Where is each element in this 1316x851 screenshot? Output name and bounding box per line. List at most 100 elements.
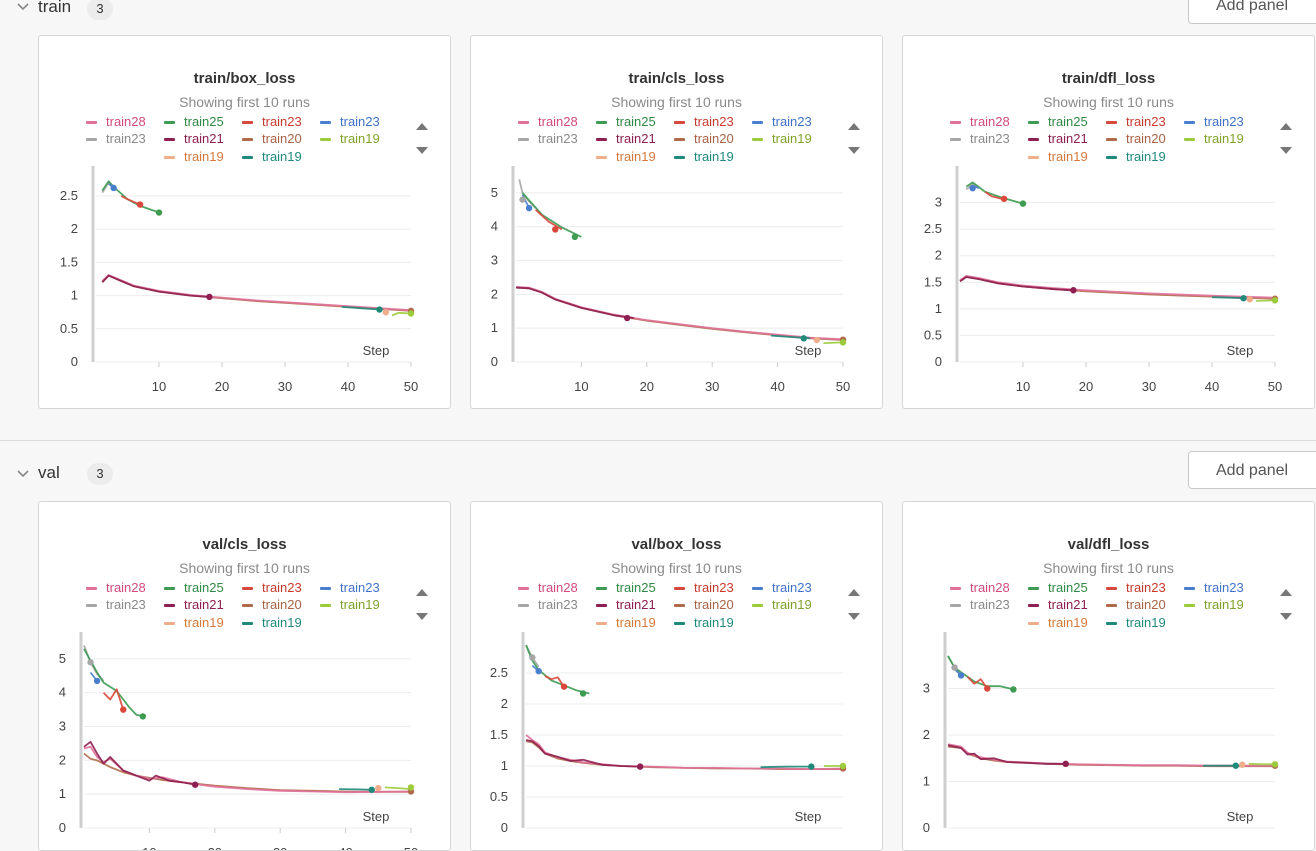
legend-entry[interactable]: train23 [674, 114, 734, 129]
legend-entry[interactable]: train25 [164, 580, 224, 595]
legend-entry[interactable]: train19 [1028, 149, 1088, 164]
legend-entry[interactable]: train25 [596, 114, 656, 129]
legend-entry[interactable]: train23 [86, 597, 146, 612]
series-line-train28 [525, 734, 844, 771]
legend-label: train23 [970, 131, 1010, 146]
section-header-val[interactable]: val 3 [0, 452, 1316, 492]
legend-scroll-down-icon[interactable] [416, 147, 428, 154]
legend-entry[interactable]: train19 [164, 615, 224, 630]
legend-entry[interactable]: train23 [86, 131, 146, 146]
legend-entry[interactable]: train23 [950, 597, 1010, 612]
legend-entry[interactable]: train20 [242, 597, 302, 612]
legend-entry[interactable]: train23 [320, 580, 380, 595]
legend-entry[interactable]: train28 [950, 580, 1010, 595]
legend-entry[interactable]: train19 [674, 615, 734, 630]
legend-entry[interactable]: train23 [752, 580, 812, 595]
legend-entry[interactable]: train19 [320, 131, 380, 146]
legend-entry[interactable]: train21 [596, 597, 656, 612]
chart-panel-val-cls-loss[interactable]: val/cls_loss Showing first 10 runs train… [38, 501, 451, 851]
legend-entry[interactable]: train23 [950, 131, 1010, 146]
legend-swatch [518, 121, 529, 125]
legend-entry[interactable]: train28 [518, 580, 578, 595]
legend-entry[interactable]: train21 [596, 131, 656, 146]
legend-entry[interactable]: train19 [1106, 149, 1166, 164]
legend-entry[interactable]: train23 [674, 580, 734, 595]
legend-entry[interactable]: train23 [320, 114, 380, 129]
series-end-point [984, 685, 991, 692]
legend-scroll-up-icon[interactable] [848, 123, 860, 130]
y-tick-label: 2 [59, 752, 66, 767]
chevron-down-icon[interactable] [16, 467, 30, 481]
add-panel-button[interactable]: Add panel [1188, 0, 1316, 24]
series-line-train20 [83, 752, 411, 793]
legend-scroll-down-icon[interactable] [848, 613, 860, 620]
add-panel-button[interactable]: Add panel [1188, 451, 1316, 489]
legend-scroll-down-icon[interactable] [848, 147, 860, 154]
legend-entry[interactable]: train19 [1106, 615, 1166, 630]
chevron-down-icon[interactable] [16, 0, 30, 14]
legend-entry[interactable]: train25 [164, 114, 224, 129]
legend-entry[interactable]: train21 [1028, 597, 1088, 612]
legend-entry[interactable]: train23 [1106, 580, 1166, 595]
legend-entry[interactable]: train28 [950, 114, 1010, 129]
legend-entry[interactable]: train19 [674, 149, 734, 164]
legend-entry[interactable]: train28 [86, 114, 146, 129]
legend-entry[interactable]: train28 [86, 580, 146, 595]
legend-entry[interactable]: train20 [242, 131, 302, 146]
legend-entry[interactable]: train23 [518, 131, 578, 146]
legend-entry[interactable]: train23 [1106, 114, 1166, 129]
legend-entry[interactable]: train19 [1184, 597, 1244, 612]
legend-entry[interactable]: train19 [596, 149, 656, 164]
legend-swatch [164, 604, 175, 608]
series-end-point [800, 335, 807, 342]
legend-entry[interactable]: train23 [242, 580, 302, 595]
legend-entry[interactable]: train19 [1028, 615, 1088, 630]
chart-panel-train-dfl-loss[interactable]: train/dfl_loss Showing first 10 runs tra… [902, 35, 1315, 409]
legend-entry[interactable]: train28 [518, 114, 578, 129]
legend-entry[interactable]: train23 [242, 114, 302, 129]
legend-entry[interactable]: train20 [1106, 131, 1166, 146]
legend-entry[interactable]: train20 [674, 597, 734, 612]
legend-entry[interactable]: train19 [596, 615, 656, 630]
legend-entry[interactable]: train19 [242, 149, 302, 164]
chart-panel-train-cls-loss[interactable]: train/cls_loss Showing first 10 runs tra… [470, 35, 883, 409]
legend-scroll-up-icon[interactable] [848, 589, 860, 596]
legend-label: train28 [538, 114, 578, 129]
legend-entry[interactable]: train19 [320, 597, 380, 612]
chart-panel-val-dfl-loss[interactable]: val/dfl_loss Showing first 10 runs train… [902, 501, 1315, 851]
legend-swatch [320, 604, 331, 608]
panel-title: train/dfl_loss [1061, 70, 1156, 87]
legend-entry[interactable]: train25 [596, 580, 656, 595]
legend-entry[interactable]: train21 [164, 597, 224, 612]
legend-entry[interactable]: train23 [752, 114, 812, 129]
legend-scroll-up-icon[interactable] [1280, 123, 1292, 130]
legend-scroll-up-icon[interactable] [416, 589, 428, 596]
legend-entry[interactable]: train20 [674, 131, 734, 146]
legend-swatch [1028, 604, 1039, 608]
legend-entry[interactable]: train23 [1184, 114, 1244, 129]
legend-entry[interactable]: train23 [518, 597, 578, 612]
legend-entry[interactable]: train21 [1028, 131, 1088, 146]
legend-scroll-down-icon[interactable] [1280, 613, 1292, 620]
legend-entry[interactable]: train19 [1184, 131, 1244, 146]
legend-scroll-down-icon[interactable] [416, 613, 428, 620]
legend-swatch [596, 138, 607, 142]
legend-entry[interactable]: train23 [1184, 580, 1244, 595]
legend-entry[interactable]: train21 [164, 131, 224, 146]
legend-scroll-up-icon[interactable] [416, 123, 428, 130]
chart-panel-train-box-loss[interactable]: train/box_loss Showing first 10 runs tra… [38, 35, 451, 409]
legend-entry[interactable]: train25 [1028, 114, 1088, 129]
legend-entry[interactable]: train20 [1106, 597, 1166, 612]
legend-entry[interactable]: train19 [242, 615, 302, 630]
legend-label: train19 [340, 597, 380, 612]
legend-scroll-up-icon[interactable] [1280, 589, 1292, 596]
legend-label: train19 [262, 615, 302, 630]
legend-swatch [1028, 121, 1039, 125]
legend-entry[interactable]: train19 [752, 597, 812, 612]
chart-panel-val-box-loss[interactable]: val/box_loss Showing first 10 runs train… [470, 501, 883, 851]
legend-entry[interactable]: train25 [1028, 580, 1088, 595]
legend-scroll-down-icon[interactable] [1280, 147, 1292, 154]
legend-entry[interactable]: train19 [752, 131, 812, 146]
section-header-train[interactable]: train 3 [0, 0, 1316, 27]
legend-entry[interactable]: train19 [164, 149, 224, 164]
